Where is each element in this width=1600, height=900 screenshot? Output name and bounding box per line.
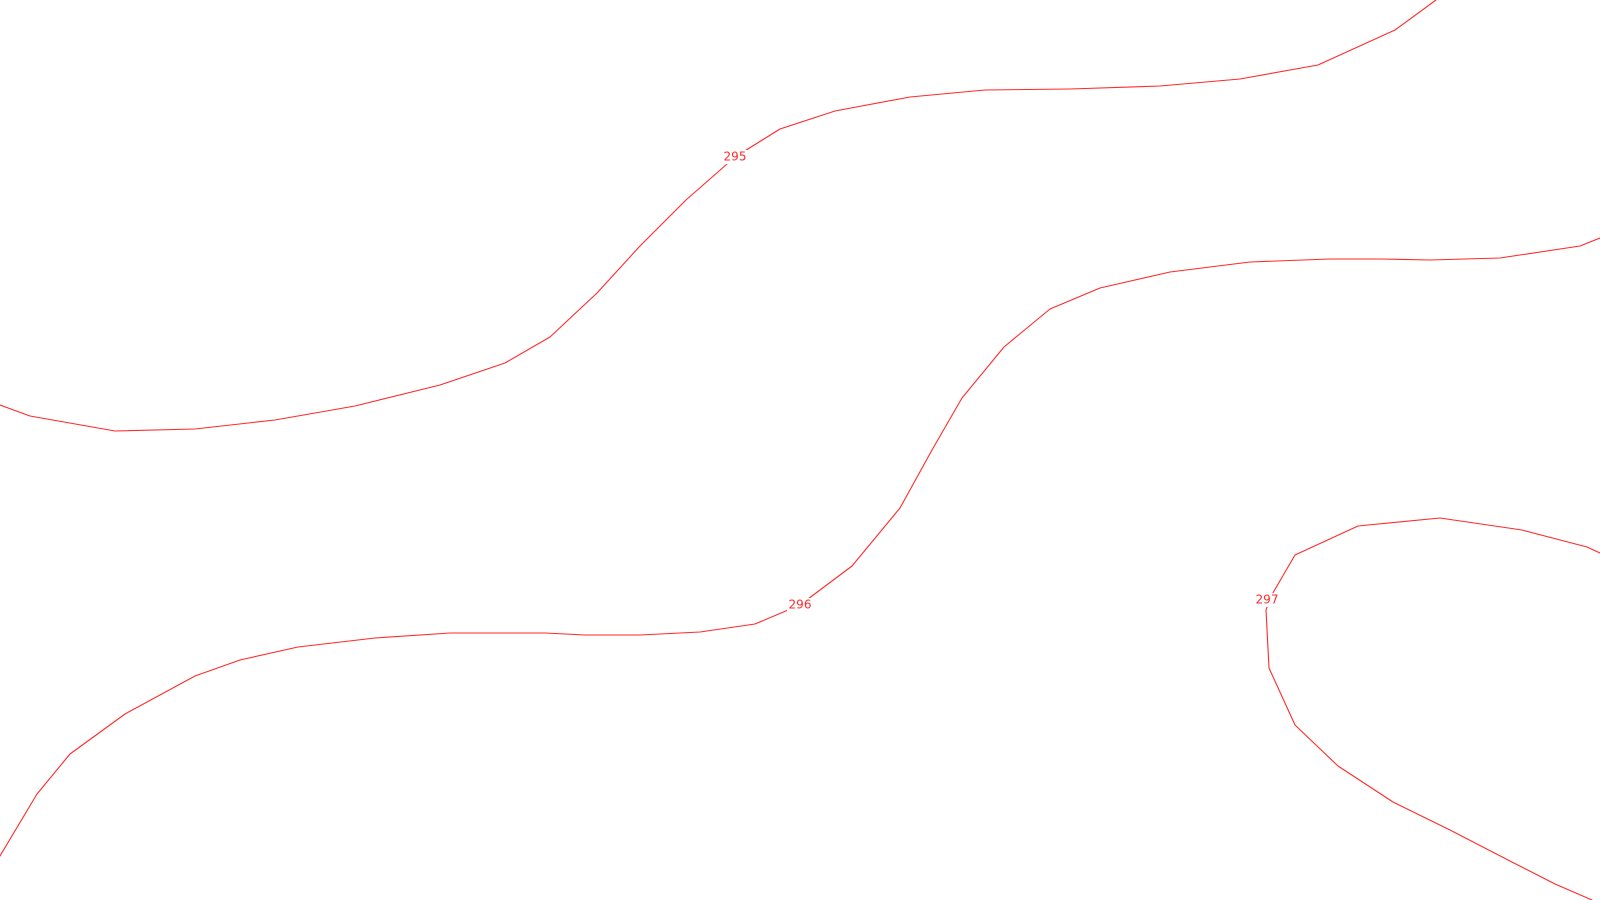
contour-label-295: 295	[724, 150, 747, 164]
contour-label-296: 296	[789, 598, 812, 612]
contour-296-line[interactable]	[0, 237, 1600, 857]
contour-295-line[interactable]	[0, 0, 1437, 432]
contour-label-297: 297	[1256, 593, 1279, 607]
contour-297[interactable]: 297	[1254, 517, 1600, 900]
contour-295[interactable]: 295	[0, 0, 1437, 432]
contour-296[interactable]: 296	[0, 237, 1600, 857]
contour-297-line[interactable]	[1265, 517, 1600, 900]
